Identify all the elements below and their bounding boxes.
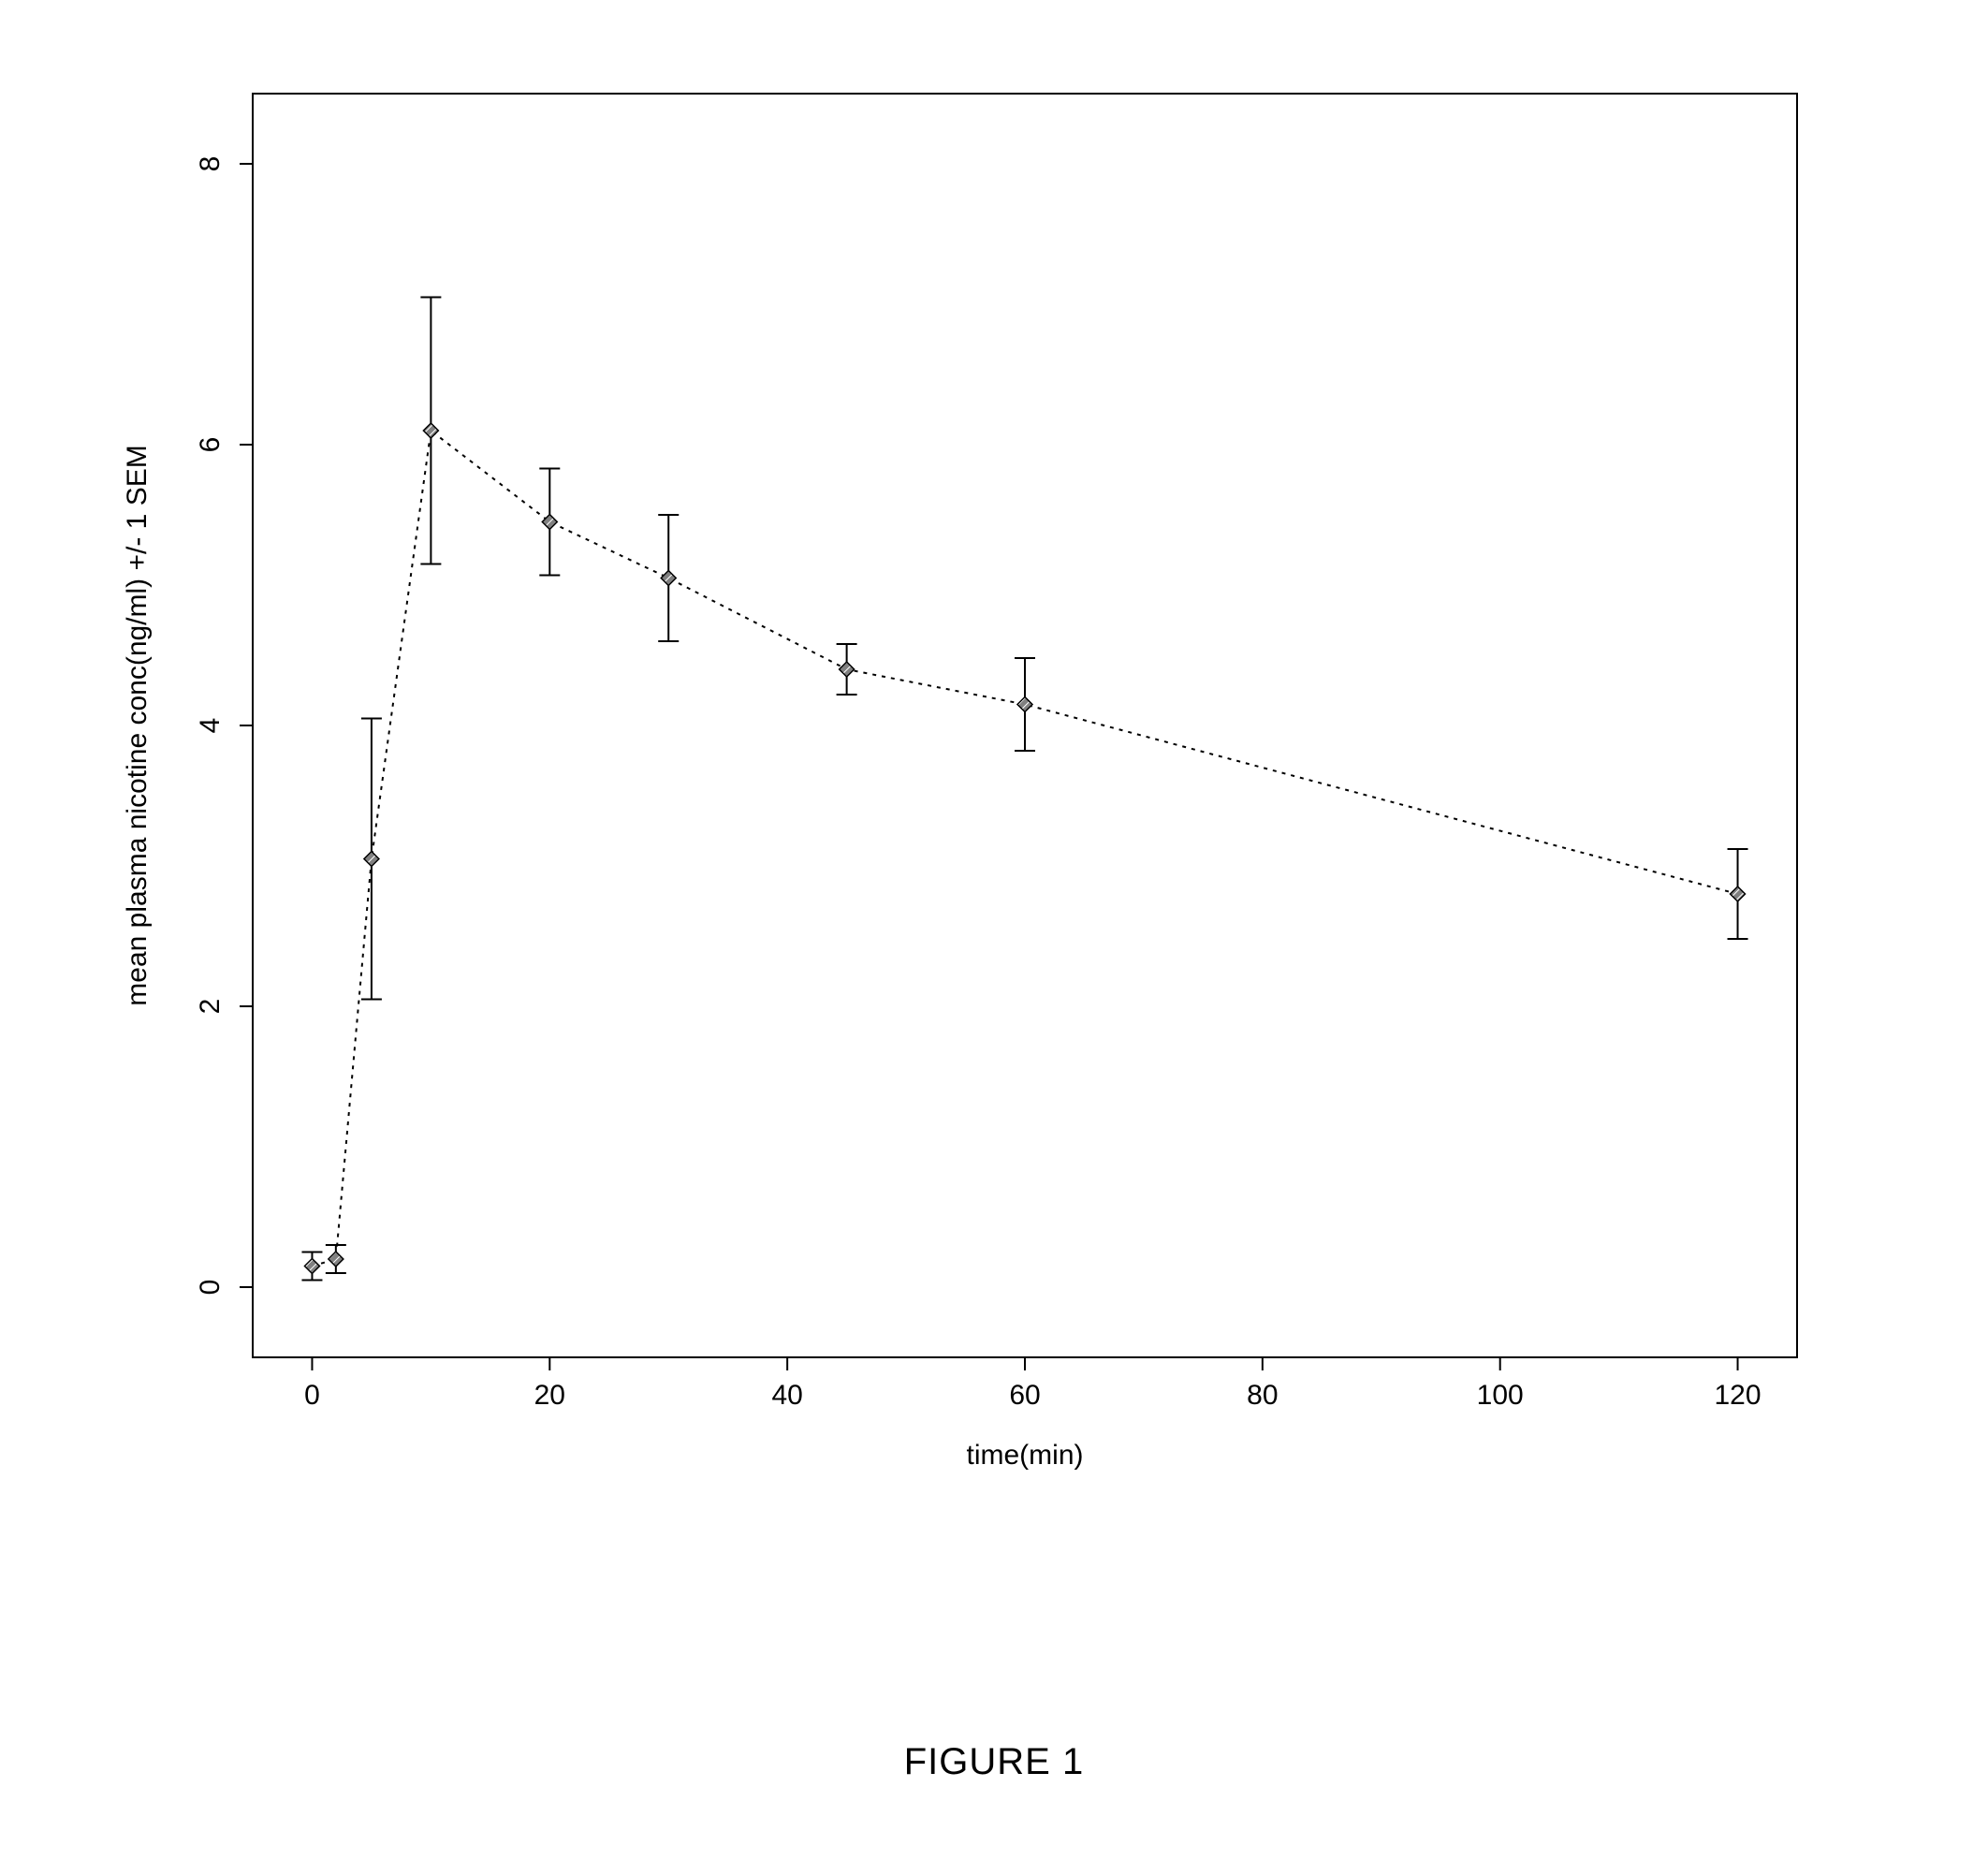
data-marker — [364, 852, 379, 867]
y-tick-label: 6 — [195, 437, 226, 453]
x-tick-label: 20 — [534, 1380, 565, 1411]
x-tick-label: 100 — [1477, 1380, 1524, 1411]
x-tick-label: 40 — [771, 1380, 802, 1411]
x-tick-label: 120 — [1715, 1380, 1761, 1411]
data-marker — [661, 571, 676, 586]
x-tick-label: 80 — [1247, 1380, 1278, 1411]
data-marker — [542, 515, 557, 530]
figure-caption: FIGURE 1 — [0, 1741, 1988, 1783]
x-axis-title: time(min) — [967, 1440, 1084, 1471]
data-marker — [304, 1259, 319, 1274]
y-tick-label: 0 — [195, 1280, 226, 1296]
y-tick-label: 2 — [195, 999, 226, 1015]
y-axis-title: mean plasma nicotine conc(ng/ml) +/- 1 S… — [122, 445, 153, 1005]
data-marker — [840, 662, 855, 677]
x-tick-label: 60 — [1009, 1380, 1040, 1411]
chart-container: 0 20 40 60 80 100 120 0 2 4 6 8 time(min) mean plasma… — [94, 56, 1872, 1554]
data-marker — [1731, 886, 1746, 901]
y-tick-label: 8 — [195, 156, 226, 172]
line-chart: 0 20 40 60 80 100 120 0 2 4 6 8 time(min) mean plasma… — [94, 56, 1853, 1526]
series-line — [312, 431, 1737, 1267]
data-marker — [1017, 697, 1032, 712]
page: 0 20 40 60 80 100 120 0 2 4 6 8 time(min) mean plasma… — [0, 0, 1988, 1875]
data-marker — [423, 423, 438, 438]
data-marker — [329, 1252, 344, 1267]
x-tick-label: 0 — [304, 1380, 320, 1411]
y-tick-label: 4 — [195, 718, 226, 734]
